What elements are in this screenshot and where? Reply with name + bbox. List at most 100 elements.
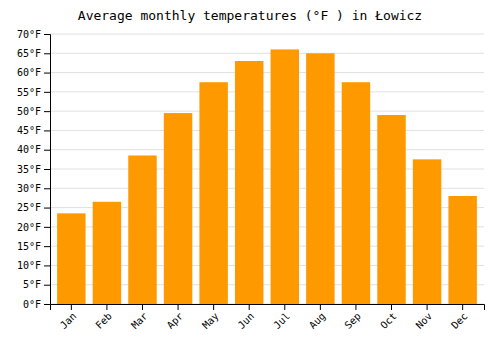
- x-tick-mark: [71, 304, 72, 310]
- y-tick: 15°F: [17, 241, 50, 252]
- x-tick-mark: [462, 304, 463, 310]
- x-tick: Sep: [342, 304, 363, 331]
- y-tick: 35°F: [17, 164, 50, 175]
- grid: [50, 34, 484, 304]
- bar: [235, 61, 263, 304]
- x-tick: Feb: [93, 304, 114, 331]
- y-tick-label: 50°F: [17, 106, 41, 117]
- y-tick-label: 65°F: [17, 48, 41, 59]
- y-tick-label: 70°F: [17, 29, 41, 40]
- grid-line: [50, 130, 484, 131]
- y-tick: 50°F: [17, 106, 50, 117]
- y-tick-mark: [44, 265, 50, 266]
- y-tick-label: 35°F: [17, 164, 41, 175]
- x-tick-mark: [427, 304, 428, 310]
- x-tick-mark: [106, 304, 107, 310]
- y-tick-label: 60°F: [17, 67, 41, 78]
- x-tick: Nov: [414, 304, 435, 331]
- x-tick-label: Aug: [307, 310, 328, 331]
- bar: [413, 159, 441, 304]
- y-tick-mark: [44, 73, 50, 74]
- y-tick-label: 15°F: [17, 241, 41, 252]
- bar: [448, 196, 476, 304]
- grid-line: [50, 72, 484, 73]
- bar: [164, 113, 192, 304]
- y-axis-line: [44, 35, 51, 305]
- bar: [199, 82, 227, 304]
- x-tick-label: Jul: [271, 310, 292, 331]
- y-tick-mark: [44, 130, 50, 131]
- y-tick: 0°F: [23, 299, 50, 310]
- y-tick-mark: [44, 169, 50, 170]
- bar: [377, 115, 405, 304]
- bar: [128, 156, 156, 305]
- x-tick: Jan: [58, 304, 79, 331]
- x-tick-mark: [249, 304, 250, 310]
- x-tick: Mar: [129, 304, 150, 331]
- y-tick-label: 0°F: [23, 299, 41, 310]
- bars: [57, 49, 477, 304]
- x-tick: Jun: [236, 304, 257, 331]
- x-tick: Oct: [378, 304, 399, 331]
- y-tick-mark: [44, 188, 50, 189]
- x-tick-label: Apr: [165, 310, 186, 331]
- x-tick-label: Feb: [93, 310, 114, 331]
- plot: JanFebMarAprMayJunJulAugSepOctNovDec0°F5…: [17, 29, 485, 331]
- x-tick: Apr: [165, 304, 186, 331]
- y-tick-label: 30°F: [17, 183, 41, 194]
- x-tick-label: May: [200, 310, 221, 331]
- x-tick-label: Sep: [342, 310, 363, 331]
- y-tick-mark: [44, 208, 50, 209]
- y-tick-label: 40°F: [17, 144, 41, 155]
- x-tick-mark: [284, 304, 285, 310]
- title: Average monthly temperatures (°F ) in Ło…: [78, 8, 422, 23]
- y-tick-label: 55°F: [17, 87, 41, 98]
- y-tick-label: 20°F: [17, 222, 41, 233]
- y-tick: 25°F: [17, 202, 50, 213]
- x-tick-label: Mar: [129, 310, 150, 331]
- y-tick: 10°F: [17, 260, 50, 271]
- grid-line: [50, 91, 484, 92]
- y-tick: 70°F: [17, 29, 50, 40]
- y-tick-label: 25°F: [17, 202, 41, 213]
- x-tick-label: Oct: [378, 310, 399, 331]
- y-tick-label: 10°F: [17, 260, 41, 271]
- x-tick: Aug: [307, 304, 328, 331]
- y-tick: 5°F: [23, 279, 50, 290]
- x-tick-mark: [178, 304, 179, 310]
- bar: [57, 213, 85, 304]
- x-tick-mark: [320, 304, 321, 310]
- y-tick-mark: [44, 150, 50, 151]
- y-tick-mark: [44, 246, 50, 247]
- y-tick-mark: [44, 285, 50, 286]
- x-axis-line: [51, 305, 485, 311]
- y-tick-mark: [44, 304, 50, 305]
- x-tick: Jul: [271, 304, 292, 331]
- grid-line: [50, 53, 484, 54]
- y-tick: 65°F: [17, 48, 50, 59]
- x-tick-mark: [213, 304, 214, 310]
- y-tick: 40°F: [17, 144, 50, 155]
- y-tick-label: 5°F: [23, 279, 41, 290]
- y-tick: 30°F: [17, 183, 50, 194]
- x-tick-mark: [355, 304, 356, 310]
- y-tick-mark: [44, 92, 50, 93]
- y-tick-label: 45°F: [17, 125, 41, 136]
- grid-line: [50, 34, 484, 35]
- bar: [306, 53, 334, 304]
- chart: JanFebMarAprMayJunJulAugSepOctNovDec0°F5…: [0, 0, 500, 350]
- y-axis: 0°F 5°F 10°F 15°F 20°F 25°F 30°F 35°F 40°F 45°F 50…: [17, 29, 51, 310]
- x-tick: May: [200, 304, 221, 331]
- grid-line: [50, 111, 484, 112]
- y-tick-mark: [44, 227, 50, 228]
- y-tick-mark: [44, 34, 50, 35]
- x-tick-mark: [142, 304, 143, 310]
- bar: [342, 82, 370, 304]
- grid-line: [50, 149, 484, 150]
- y-tick: 20°F: [17, 222, 50, 233]
- x-tick-label: Jan: [58, 310, 79, 331]
- x-tick-label: Nov: [414, 310, 435, 331]
- y-tick-mark: [44, 111, 50, 112]
- x-tick-label: Jun: [236, 310, 257, 331]
- y-tick: 45°F: [17, 125, 50, 136]
